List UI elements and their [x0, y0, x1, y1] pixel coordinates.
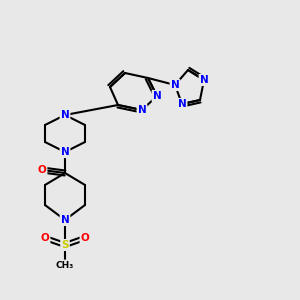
- Text: O: O: [81, 233, 89, 243]
- Text: N: N: [171, 80, 179, 90]
- Text: N: N: [178, 99, 186, 109]
- Text: N: N: [138, 105, 146, 115]
- Text: O: O: [40, 233, 50, 243]
- Text: N: N: [153, 91, 161, 101]
- Text: CH₃: CH₃: [56, 260, 74, 269]
- Text: N: N: [61, 110, 69, 120]
- Text: N: N: [61, 147, 69, 157]
- Text: N: N: [200, 75, 208, 85]
- Text: O: O: [38, 165, 46, 175]
- Text: S: S: [61, 240, 69, 250]
- Text: N: N: [61, 215, 69, 225]
